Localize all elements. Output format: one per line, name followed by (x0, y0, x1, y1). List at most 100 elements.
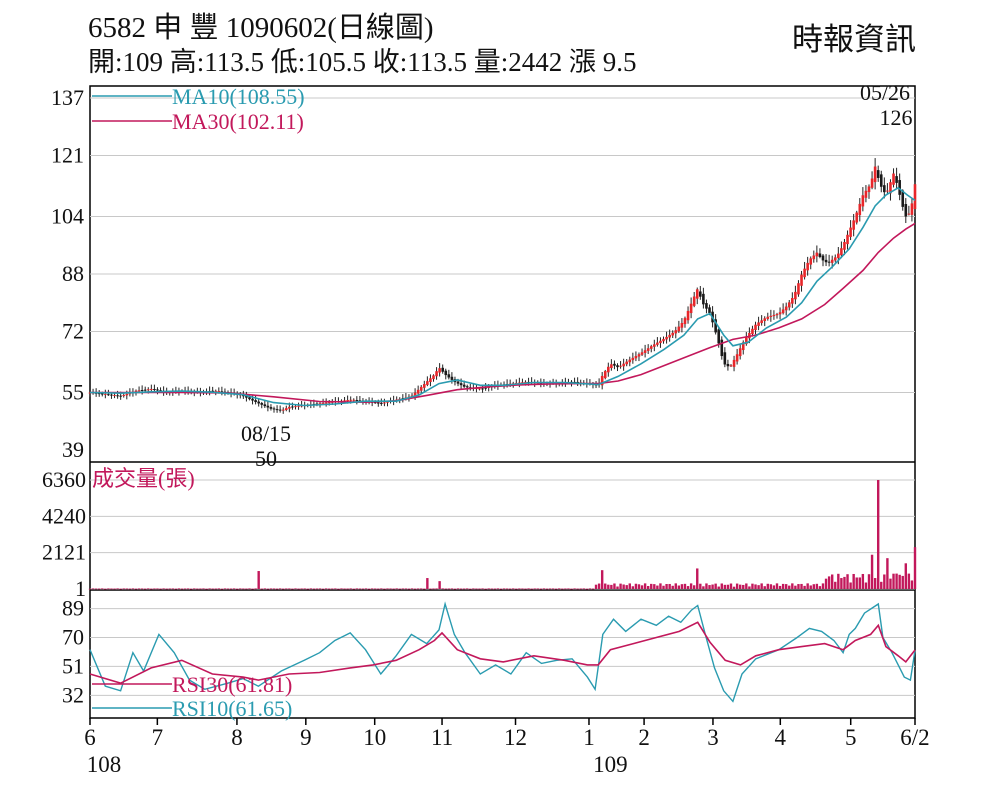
candle-body (278, 409, 282, 411)
x-tick-label: 3 (707, 725, 719, 750)
candle-body (119, 395, 122, 397)
volume-bar (662, 585, 665, 589)
volume-bar (898, 574, 901, 589)
volume-bar (548, 588, 552, 590)
ma30-line (90, 222, 916, 404)
volume-bar (410, 588, 414, 590)
x-tick-label: 1 (583, 725, 595, 750)
volume-bar (855, 577, 858, 589)
candle-body (113, 394, 116, 396)
volume-bar (579, 588, 582, 590)
volume-bar (843, 576, 846, 589)
volume-bar (110, 588, 113, 590)
volume-bar (910, 580, 914, 589)
candle-body (275, 409, 279, 411)
candle-body (97, 393, 101, 395)
candle-body (699, 291, 702, 297)
candle-body (889, 182, 892, 194)
volume-bar (784, 584, 788, 589)
volume-bar (190, 588, 193, 590)
volume-bar (306, 588, 309, 590)
volume-bar (634, 583, 638, 589)
volume-bar (800, 583, 803, 589)
volume-bar (852, 573, 855, 589)
volume-bar (803, 585, 806, 589)
volume-bar (128, 588, 132, 590)
volume-bar (98, 588, 101, 590)
volume-bar (462, 588, 466, 590)
volume-bar (226, 588, 230, 590)
volume-bar (137, 588, 141, 590)
x-tick-label: 12 (504, 725, 527, 750)
volume-bar (766, 583, 769, 589)
volume-bar (600, 570, 604, 589)
candle-body (855, 212, 859, 223)
volume-bar (763, 586, 766, 589)
candle-body (416, 389, 420, 394)
candle-body (110, 394, 113, 396)
candle-body (260, 403, 264, 405)
candle-body (913, 184, 917, 210)
volume-bar (487, 588, 490, 590)
low-value-label: 50 (255, 446, 277, 471)
volume-bar (426, 578, 429, 589)
ma10-legend-label: MA10(108.55) (172, 84, 305, 109)
x-tick-label: 5 (845, 725, 857, 750)
volume-bar (781, 583, 785, 589)
volume-bar (883, 574, 886, 589)
volume-bar (904, 563, 907, 589)
candle-body (352, 399, 356, 401)
candle-body (821, 255, 825, 261)
volume-bar (361, 588, 365, 590)
candle-body (864, 190, 868, 198)
volume-bar (484, 588, 487, 590)
volume-bar (637, 584, 641, 589)
volume-bar (205, 588, 208, 590)
candle-body (324, 402, 328, 404)
candle-body (465, 386, 469, 388)
volume-bar (367, 588, 371, 590)
candle-body (603, 371, 607, 379)
volume-bar (401, 588, 405, 590)
candle-body (683, 318, 687, 325)
volume-bar (315, 588, 319, 590)
volume-bar (772, 585, 776, 589)
volume-bar (358, 588, 362, 590)
candle-body (104, 393, 107, 395)
price-tick-label: 55 (62, 380, 84, 405)
candle-body (349, 399, 352, 401)
volume-bar (285, 588, 288, 590)
volume-bar (619, 583, 622, 589)
candle-body (481, 388, 484, 390)
volume-bar (334, 588, 337, 590)
volume-bar (104, 588, 107, 590)
candle-body (794, 291, 797, 300)
volume-bar (177, 588, 181, 590)
volume-bar (349, 588, 352, 590)
x-tick-label: 6 (84, 725, 96, 750)
volume-bar (337, 588, 340, 590)
high-value-label: 126 (880, 105, 913, 130)
candle-body (419, 386, 423, 391)
candle-body (447, 374, 451, 378)
volume-bar (861, 573, 865, 589)
volume-bar (101, 588, 104, 590)
candle-body (668, 334, 671, 338)
volume-bar (380, 588, 383, 590)
volume-bar (650, 583, 653, 589)
candle-body (125, 393, 129, 396)
candle-body (248, 397, 251, 400)
x-tick-label: 10 (363, 725, 386, 750)
candle-body (429, 378, 432, 383)
volume-bar (708, 585, 711, 589)
volume-bar (818, 586, 822, 589)
volume-bar (680, 584, 684, 589)
candle-body (791, 298, 794, 304)
rsi30-line (89, 621, 916, 685)
volume-bar (407, 588, 411, 590)
candle-body (892, 173, 895, 185)
candle-body (257, 401, 260, 404)
candle-body (702, 293, 705, 305)
candle-body (343, 400, 346, 402)
data-source: 時報資訊 (792, 22, 916, 57)
